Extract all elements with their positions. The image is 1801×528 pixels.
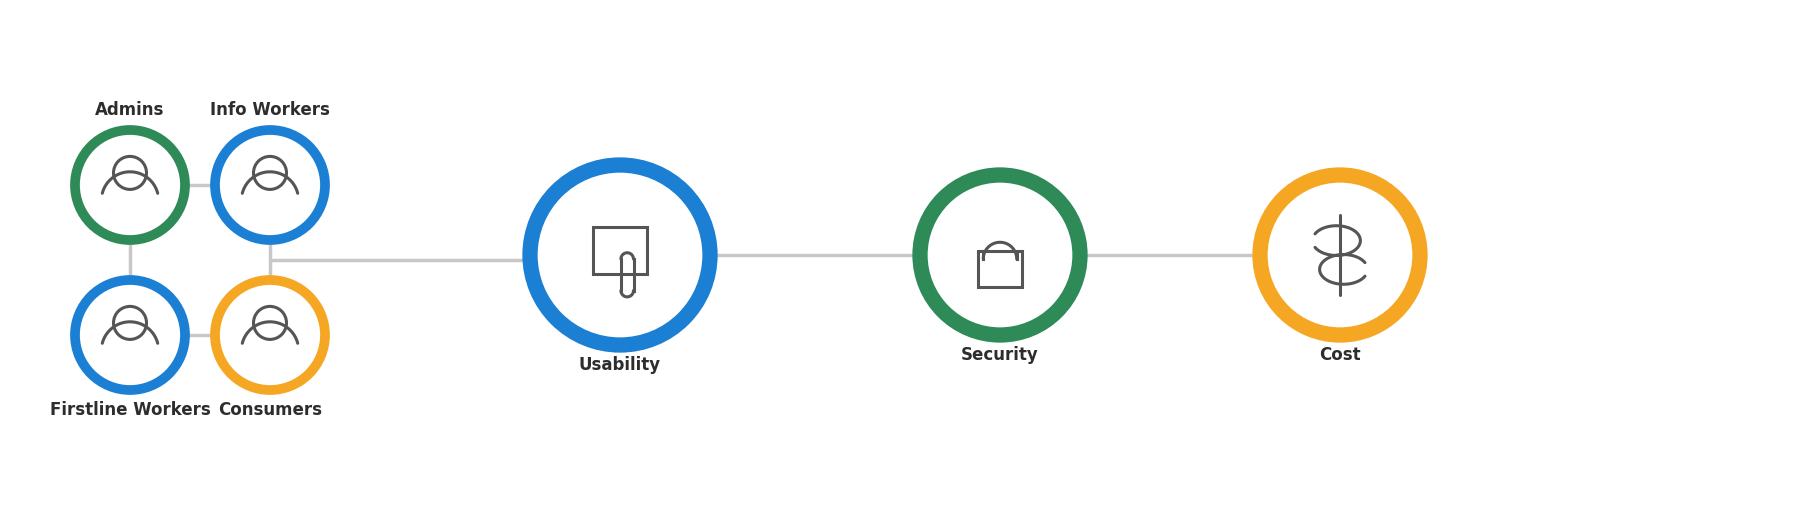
Text: Admins: Admins: [95, 101, 164, 119]
Bar: [593, 227, 647, 274]
Text: Usability: Usability: [578, 356, 661, 374]
Text: Security: Security: [962, 346, 1039, 364]
Circle shape: [920, 175, 1081, 335]
Text: Info Workers: Info Workers: [211, 101, 330, 119]
Circle shape: [113, 306, 146, 340]
Circle shape: [254, 306, 286, 340]
Circle shape: [214, 130, 324, 240]
Bar: [978, 251, 1021, 287]
Text: Firstline Workers: Firstline Workers: [50, 401, 211, 419]
Circle shape: [1261, 175, 1419, 335]
Text: Consumers: Consumers: [218, 401, 322, 419]
Circle shape: [214, 280, 324, 390]
Circle shape: [113, 156, 146, 190]
Circle shape: [76, 280, 186, 390]
Circle shape: [76, 130, 186, 240]
Circle shape: [254, 156, 286, 190]
Circle shape: [529, 165, 710, 345]
Text: Cost: Cost: [1318, 346, 1362, 364]
